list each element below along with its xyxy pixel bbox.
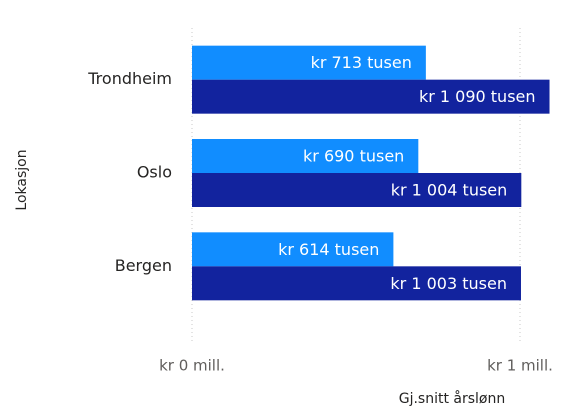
- y-tick-label: Trondheim: [87, 69, 172, 88]
- bar: [192, 139, 419, 173]
- data-label: kr 690 tusen: [303, 147, 404, 166]
- bar: [192, 79, 550, 114]
- y-tick-label: Bergen: [115, 256, 172, 275]
- data-label: kr 1 090 tusen: [419, 87, 536, 106]
- y-tick-label: Oslo: [137, 163, 172, 182]
- x-tick-label: kr 1 mill.: [487, 357, 553, 375]
- data-label: kr 614 tusen: [278, 240, 379, 259]
- data-label: kr 1 003 tusen: [390, 274, 507, 293]
- x-tick-label: kr 0 mill.: [159, 357, 225, 375]
- bar: [192, 173, 522, 207]
- bar: [192, 232, 394, 267]
- y-axis-title: Lokasjon: [14, 149, 30, 210]
- data-label: kr 1 004 tusen: [391, 181, 508, 200]
- bar: [192, 45, 426, 80]
- bar: [192, 266, 521, 301]
- x-axis-title: Gj.snitt årslønn: [399, 390, 506, 407]
- data-label: kr 713 tusen: [311, 53, 412, 72]
